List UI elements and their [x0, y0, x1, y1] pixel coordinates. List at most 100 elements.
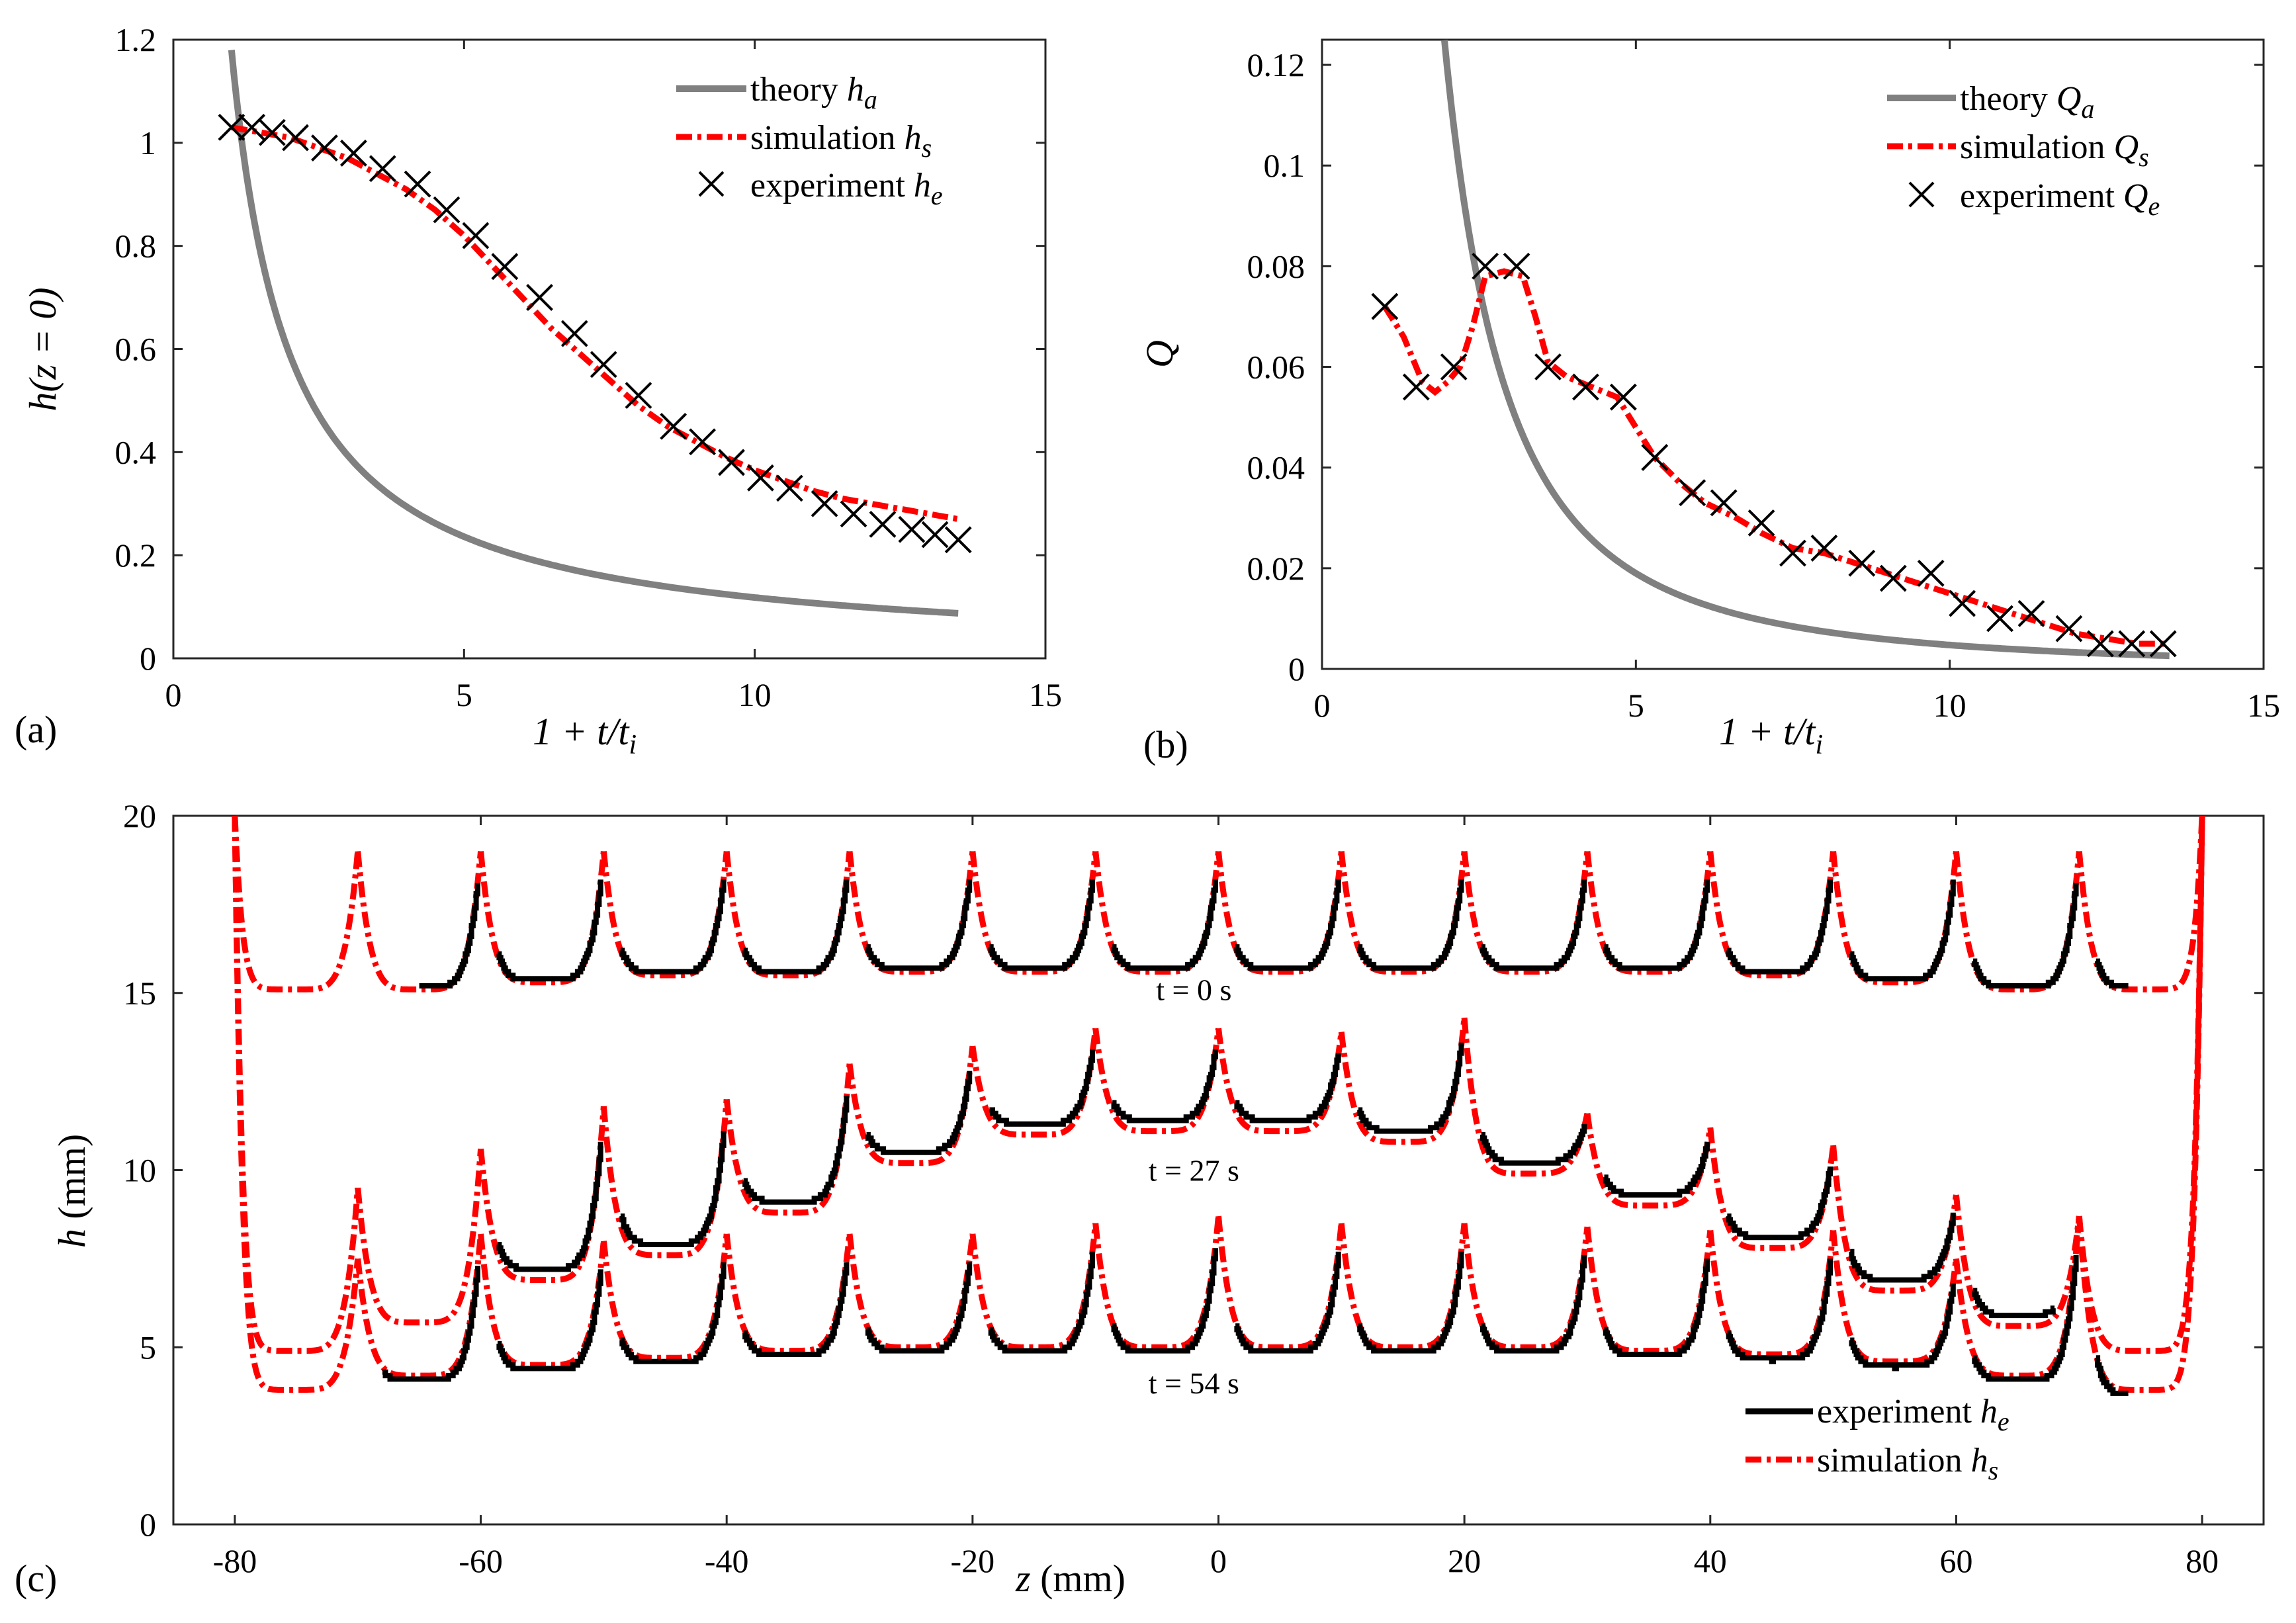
experiment-marker: [1810, 534, 1838, 562]
time-annotation: t = 27 s: [1149, 1154, 1239, 1188]
simulation-profile: [1584, 1113, 1714, 1209]
x-tick-label: -20: [951, 1542, 995, 1579]
x-tick-label: 80: [2186, 1542, 2219, 1579]
time-annotation: t = 54 s: [1149, 1366, 1239, 1400]
simulation-profile: [1215, 1028, 1345, 1135]
experiment-profile: [1603, 1141, 1710, 1198]
experiment-marker: [689, 428, 717, 456]
experiment-marker: [625, 382, 652, 410]
simulation-profile: [355, 1233, 484, 1379]
panel-b-ticks: 0 5 10 15 0 0.02 0.04 0.06 0.08 0.1 0.12: [1247, 40, 2280, 724]
experiment-profile: [1726, 879, 1833, 975]
x-tick-label: -60: [459, 1542, 503, 1579]
y-tick-label: 0.8: [115, 228, 157, 265]
y-tick-label: 10: [123, 1152, 156, 1189]
experiment-marker: [238, 114, 266, 141]
experiment-marker: [1440, 353, 1468, 380]
theory-curve: [1441, 40, 2170, 660]
x-tick-label: 10: [1933, 687, 1966, 724]
legend-experiment-label: experiment Qe: [1960, 177, 2160, 221]
experiment-profile: [1234, 1053, 1341, 1123]
experiment-profile: [619, 879, 727, 975]
experiment-profile: [742, 879, 850, 975]
y-tick-label: 5: [140, 1329, 156, 1366]
experiment-profile: [1357, 1251, 1464, 1354]
experiment-profile: [1972, 1288, 2056, 1319]
experiment-marker: [218, 114, 245, 141]
experiment-marker: [2017, 599, 2045, 627]
experiment-profile: [988, 879, 1095, 971]
experiment-profile: [1480, 879, 1587, 971]
experiment-profile: [1111, 1049, 1218, 1123]
panel-c-series: [232, 815, 2205, 1396]
experiment-profile: [619, 1131, 727, 1247]
experiment-marker: [944, 526, 972, 554]
experiment-marker: [1503, 252, 1530, 280]
panel-c-ylabel: h (mm): [50, 1134, 93, 1248]
y-tick-label: 1: [140, 124, 156, 161]
experiment-profile: [865, 1071, 973, 1155]
panel-b-ylabel: Q: [1138, 340, 1181, 368]
experiment-marker: [560, 320, 588, 347]
y-tick-label: 0.2: [115, 537, 157, 574]
y-tick-label: 0.6: [115, 331, 157, 368]
experiment-marker: [1949, 590, 1976, 617]
time-annotation: t = 0 s: [1156, 973, 1231, 1006]
experiment-marker: [491, 253, 519, 281]
y-tick-label: 0.4: [115, 433, 157, 470]
legend-simulation-label: simulation Qs: [1960, 128, 2149, 172]
panel-a-series: [218, 50, 972, 617]
experiment-profile: [496, 1269, 603, 1372]
x-tick-label: -40: [705, 1542, 749, 1579]
experiment-marker: [660, 412, 687, 440]
panel-b-series: [1371, 40, 2177, 660]
legend-experiment-swatch: [698, 171, 725, 197]
legend-simulation-label: simulation hs: [750, 119, 932, 163]
panel-c-label: (c): [15, 1557, 57, 1600]
experiment-marker: [590, 351, 617, 378]
experiment-profile: [1111, 1248, 1218, 1354]
experiment-profile: [1111, 879, 1218, 971]
x-tick-label: 0: [1314, 687, 1331, 724]
simulation-profile: [846, 1045, 976, 1166]
experiment-profile: [1234, 1251, 1341, 1354]
simulation-profile: [969, 1028, 1099, 1138]
experiment-profile: [1603, 879, 1710, 971]
experiment-profile: [988, 1251, 1095, 1354]
simulation-profile: [232, 815, 361, 992]
experiment-marker: [339, 140, 367, 167]
experiment-marker: [1879, 564, 1907, 592]
experiment-profile: [1972, 1255, 2079, 1382]
experiment-marker: [1848, 549, 1876, 577]
theory-curve: [228, 50, 959, 617]
experiment-profile: [865, 879, 973, 971]
y-tick-label: 0.1: [1264, 147, 1305, 184]
y-tick-label: 20: [123, 797, 156, 834]
experiment-profile: [496, 1141, 603, 1272]
x-tick-label: 60: [1939, 1542, 1972, 1579]
experiment-profile: [865, 1262, 973, 1354]
x-tick-label: 5: [456, 676, 472, 713]
experiment-marker: [921, 521, 949, 548]
experiment-profile: [419, 883, 480, 988]
experiment-profile: [1849, 1212, 1956, 1283]
experiment-profile: [1726, 1258, 1833, 1364]
experiment-marker: [1779, 539, 1806, 567]
experiment-marker: [1534, 353, 1562, 380]
experiment-marker: [1917, 560, 1945, 587]
panel-a-xlabel: 1 + t/ti: [533, 710, 637, 760]
x-tick-label: 10: [738, 676, 772, 713]
experiment-marker: [258, 118, 286, 146]
y-tick-label: 1.2: [115, 21, 157, 58]
experiment-marker: [2086, 630, 2114, 658]
experiment-profile: [1357, 879, 1464, 971]
simulation-profile: [232, 815, 361, 1393]
simulation-profile: [355, 1149, 484, 1326]
experiment-marker: [1371, 292, 1399, 320]
x-tick-label: -80: [213, 1542, 257, 1579]
x-tick-label: 0: [165, 676, 182, 713]
experiment-marker: [2055, 615, 2083, 642]
experiment-profile: [1849, 879, 1956, 982]
panel-a: 0 5 10 15 0 0.2 0.4 0.6 0.8 1 1.2 (a) 1 + t/ti h(z…: [15, 21, 1062, 760]
